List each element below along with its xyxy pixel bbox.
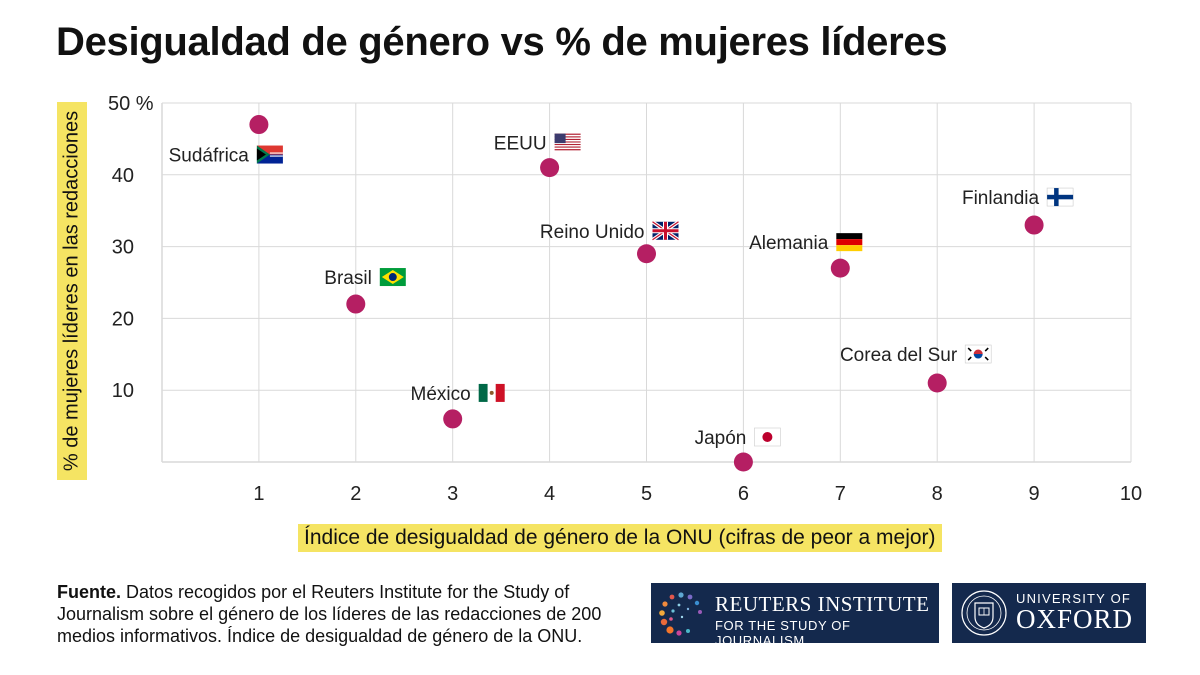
brazil-flag-icon [379, 268, 406, 287]
y-tick-label: 30 [112, 237, 134, 259]
data-point [733, 452, 753, 472]
y-axis-label-highlight: % de mujeres líderes en las redacciones [57, 102, 87, 480]
reuters-dots-icon [659, 592, 702, 636]
point-label: Sudáfrica [169, 146, 250, 167]
x-tick-label: 9 [1029, 483, 1040, 505]
chart-title: Desigualdad de género vs % de mujeres lí… [56, 20, 948, 64]
source-text: Datos recogidos por el Reuters Institute… [57, 582, 602, 646]
y-tick-label: 40 [112, 165, 134, 187]
source-note: Fuente. Datos recogidos por el Reuters I… [57, 581, 647, 647]
data-points [249, 115, 1044, 472]
reuters-name: REUTERS INSTITUTE [715, 592, 930, 616]
south-africa-flag-icon [256, 145, 283, 164]
point-label: México [411, 384, 471, 405]
x-axis-label: Índice de desigualdad de género de la ON… [298, 524, 942, 552]
germany-flag-icon [836, 233, 863, 252]
data-point [346, 294, 366, 314]
point-label: Alemania [749, 233, 829, 254]
japan-flag-icon [754, 427, 781, 447]
x-tick-label: 6 [738, 483, 749, 505]
oxford-crest-icon [961, 590, 1007, 636]
oxford-university-text: UNIVERSITY OF [1016, 591, 1132, 606]
source-label: Fuente. [57, 582, 122, 602]
finland-flag-icon [1046, 187, 1074, 207]
reuters-subtitle: FOR THE STUDY OF JOURNALISM [715, 618, 851, 648]
uk-flag-icon [651, 220, 680, 242]
oxford-name: OXFORD [1016, 604, 1134, 634]
data-point [1024, 215, 1044, 235]
data-point [830, 258, 850, 278]
data-point [927, 373, 947, 393]
oxford-university-logo: UNIVERSITY OF OXFORD [952, 583, 1146, 643]
y-axis-ticks: 10 20 30 40 50 % [108, 93, 154, 402]
usa-flag-icon [554, 133, 581, 151]
reuters-institute-logo: REUTERS INSTITUTE FOR THE STUDY OF JOURN… [651, 583, 939, 648]
y-tick-label: 20 [112, 308, 134, 330]
y-tick-label: 50 % [108, 93, 154, 115]
x-tick-label: 10 [1120, 483, 1142, 505]
south-korea-flag-icon [964, 344, 992, 364]
x-tick-label: 5 [641, 483, 652, 505]
x-tick-label: 7 [835, 483, 846, 505]
scatter-chart: 10 20 30 40 50 % 1 2 3 4 5 6 7 8 9 10 Sudáfrica Brasil… [108, 93, 1142, 505]
data-point [637, 244, 656, 264]
mexico-flag-icon [478, 383, 505, 402]
point-label: EEUU [494, 134, 547, 155]
point-label: Corea del Sur [840, 345, 958, 366]
y-tick-label: 10 [112, 380, 134, 402]
x-tick-label: 4 [544, 483, 555, 505]
point-labels: Sudáfrica Brasil México EEUU Reino Unido Japó… [169, 133, 1074, 449]
grid-lines [161, 102, 1132, 463]
point-label: Finlandia [962, 188, 1040, 209]
x-tick-label: 2 [350, 483, 361, 505]
x-tick-label: 3 [447, 483, 458, 505]
point-label: Brasil [324, 268, 372, 289]
point-label: Reino Unido [540, 222, 645, 243]
data-point [249, 115, 269, 135]
data-point [540, 158, 560, 178]
x-axis-ticks: 1 2 3 4 5 6 7 8 9 10 [253, 483, 1142, 505]
point-label: Japón [695, 428, 747, 449]
x-tick-label: 1 [253, 483, 264, 505]
data-point [443, 409, 463, 429]
x-tick-label: 8 [932, 483, 943, 505]
